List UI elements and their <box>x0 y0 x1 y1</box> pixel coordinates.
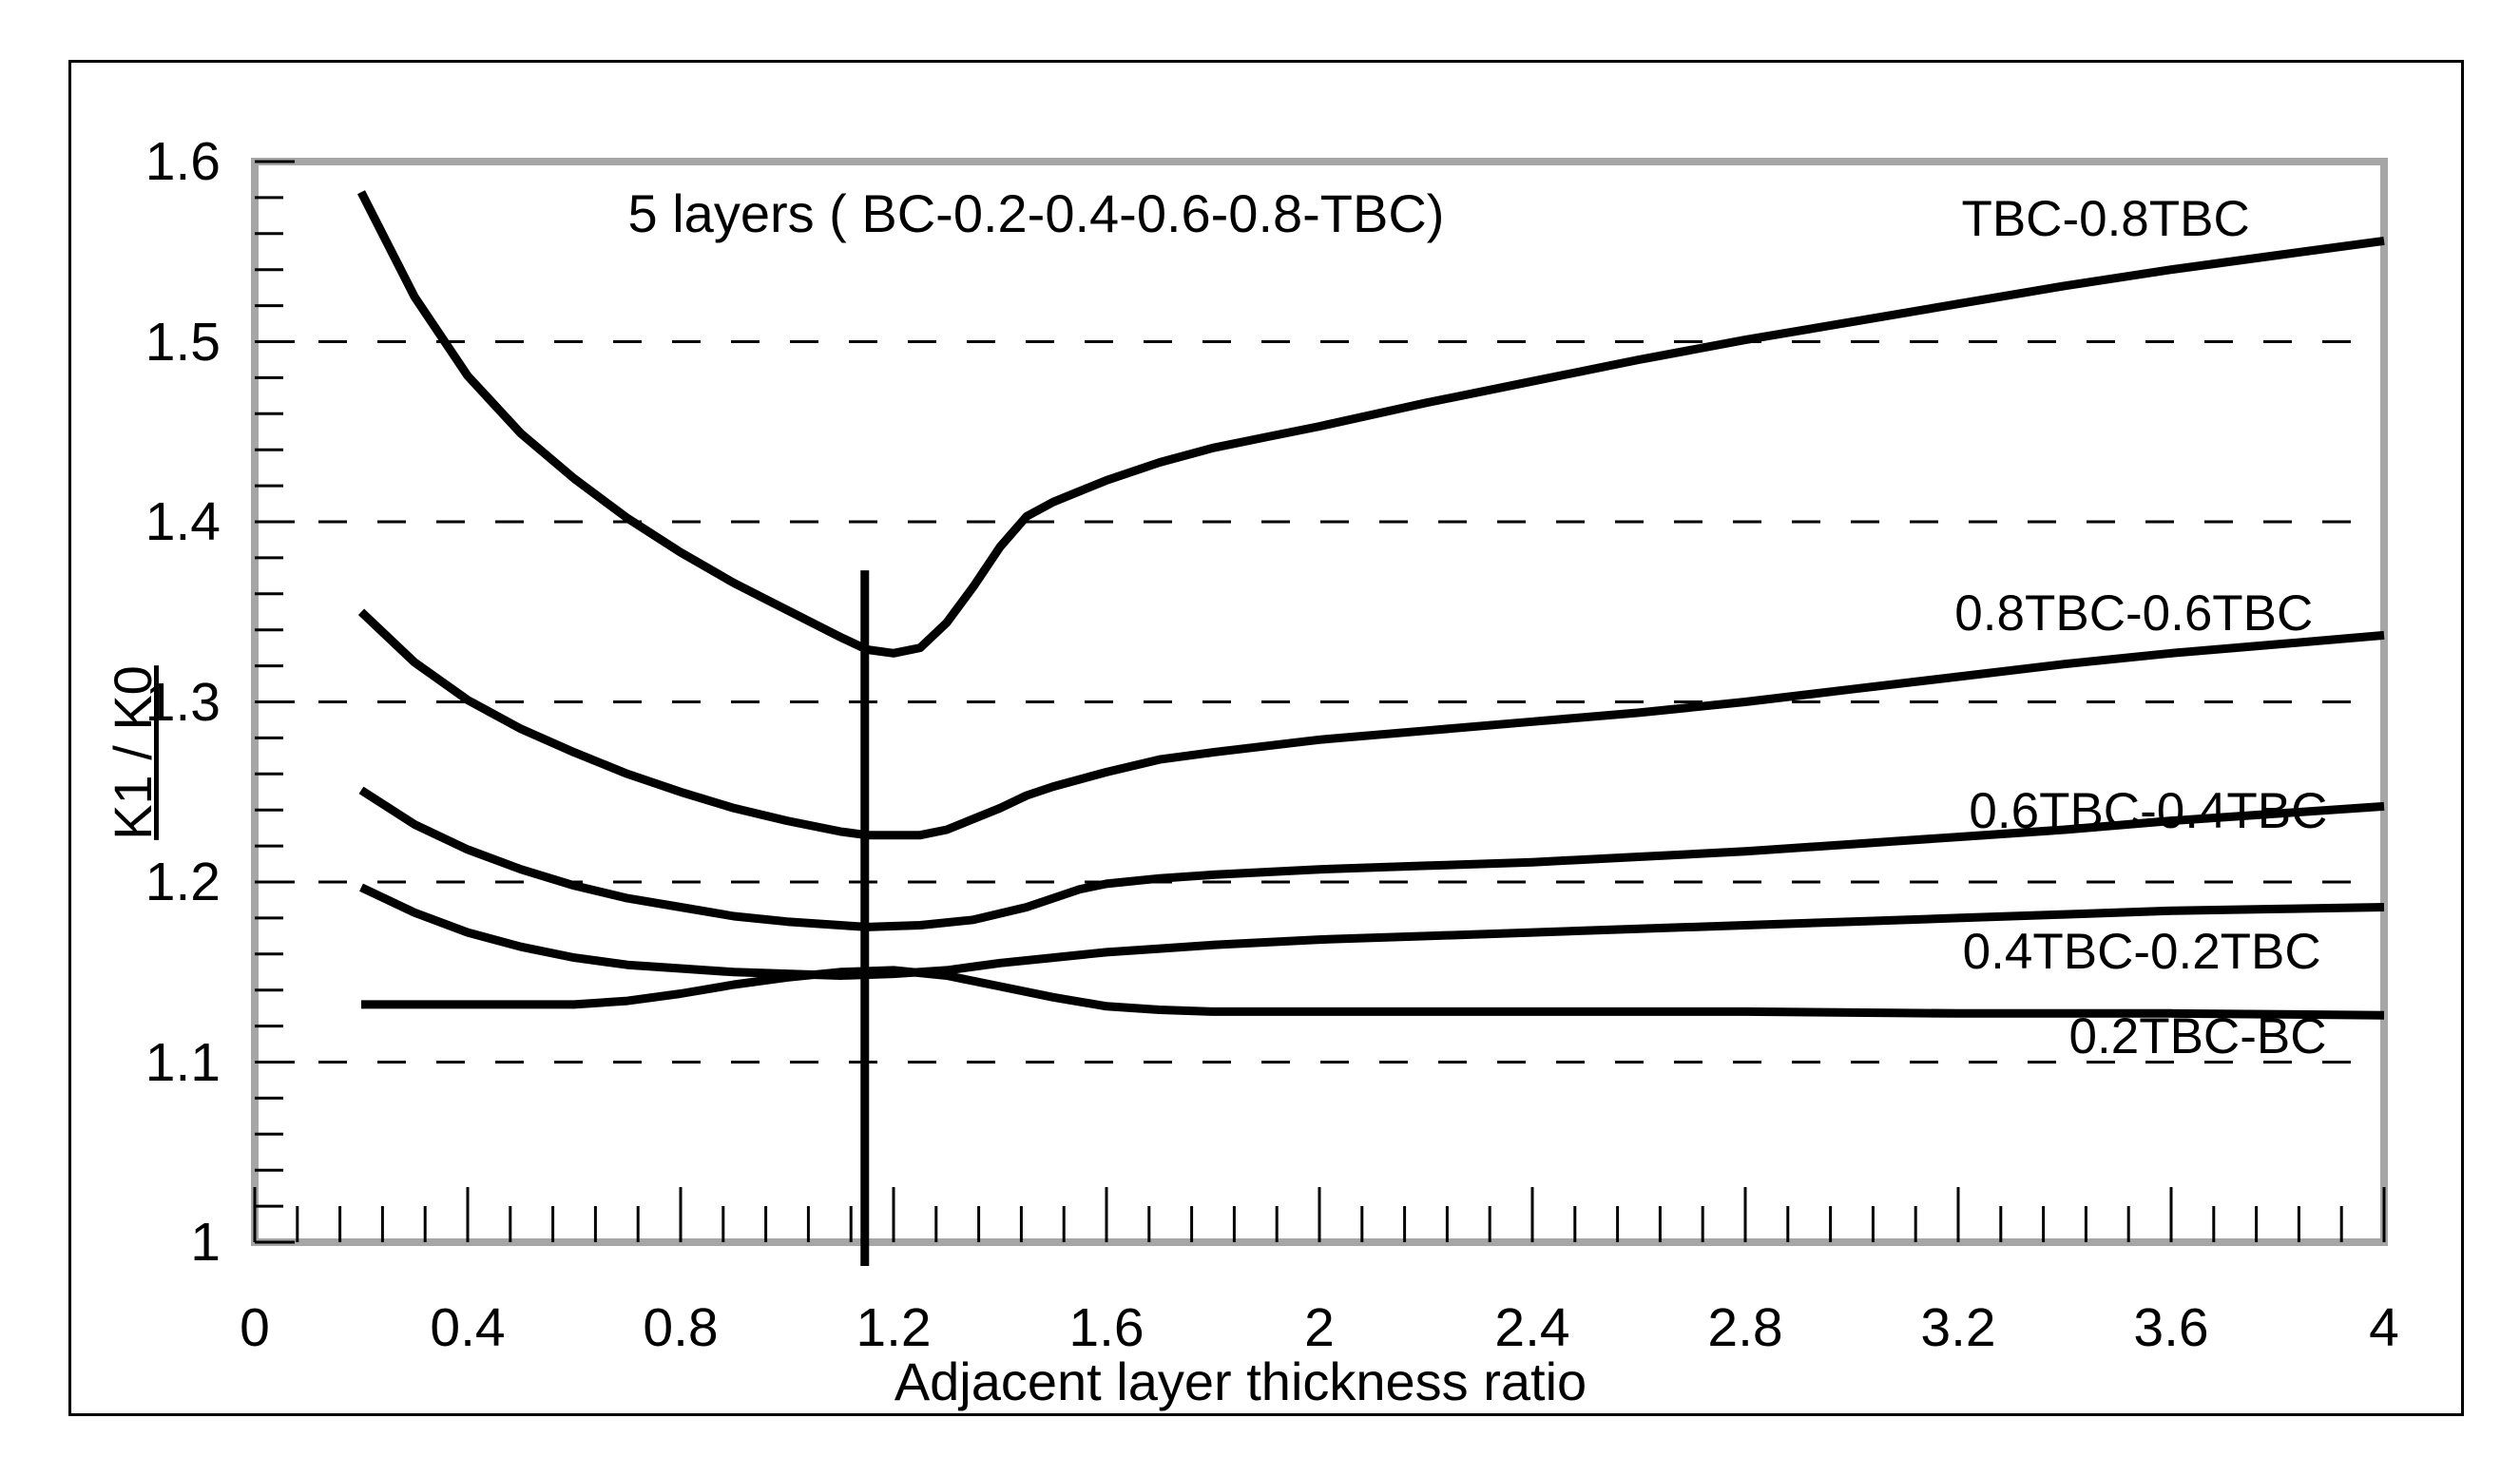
x-tick-label: 3.2 <box>1920 1297 1996 1358</box>
x-tick-label: 2.4 <box>1494 1297 1570 1358</box>
series-label-0.2TBC-BC: 0.2TBC-BC <box>2068 1007 2327 1064</box>
curve-0.2TBC-BC <box>361 966 2385 1020</box>
y-tick-label: 1.6 <box>144 131 221 192</box>
series-label-0.6TBC-0.4TBC: 0.6TBC-0.4TBC <box>1969 783 2328 840</box>
curve-0.4TBC-0.2TBC <box>359 883 2385 980</box>
x-axis-title: Adjacent layer thickness ratio <box>894 1351 1587 1411</box>
series-label-0.4TBC-0.2TBC: 0.4TBC-0.2TBC <box>1962 923 2321 980</box>
y-tick-label: 1.1 <box>144 1031 221 1093</box>
x-tick-label: 0.8 <box>643 1297 719 1358</box>
y-tick-label: 1 <box>190 1212 221 1273</box>
x-tick-label: 1.6 <box>1068 1297 1145 1358</box>
figure-border <box>68 60 2464 1416</box>
chart-title: 5 layers ( BC-0.2-0.4-0.6-0.8-TBC) <box>627 183 1445 243</box>
x-tick-label: 0.4 <box>430 1297 506 1358</box>
series-label-TBC-0.8TBC: TBC-0.8TBC <box>1961 190 2250 247</box>
y-tick-label: 1.4 <box>144 491 221 552</box>
y-tick-label: 1.2 <box>144 852 221 912</box>
series-label-0.8TBC-0.6TBC: 0.8TBC-0.6TBC <box>1954 585 2314 642</box>
x-tick-label: 4 <box>2369 1297 2399 1358</box>
x-tick-label: 0 <box>240 1297 270 1358</box>
y-tick-label: 1.3 <box>144 671 221 733</box>
x-tick-label: 2.8 <box>1707 1297 1783 1358</box>
curve-0.8TBC-0.6TBC <box>357 608 2385 840</box>
y-tick-label: 1.5 <box>144 311 221 373</box>
curve-0.6TBC-0.4TBC <box>358 786 2385 931</box>
curve-TBC-0.8TBC <box>356 190 2385 658</box>
x-tick-label: 2 <box>1304 1297 1335 1358</box>
x-tick-label: 3.6 <box>2133 1297 2209 1358</box>
x-tick-label: 1.2 <box>856 1297 932 1358</box>
